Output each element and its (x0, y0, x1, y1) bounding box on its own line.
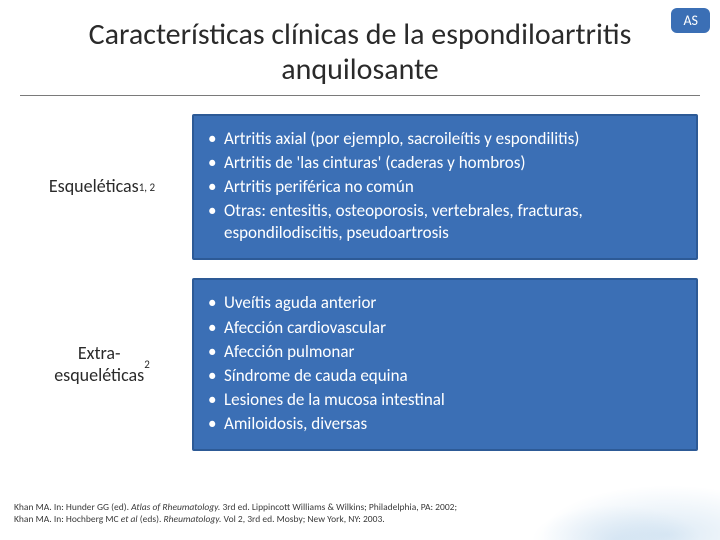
content-box-extraskeletal: Uveítis aguda anterior Afección cardiovas… (192, 278, 698, 451)
bullet-item: Afección pulmonar (208, 341, 682, 363)
bullet-list-extraskeletal: Uveítis aguda anterior Afección cardiovas… (208, 292, 682, 435)
corner-badge: AS (671, 8, 710, 33)
bullet-item: Artritis de 'las cinturas' (caderas y ho… (208, 152, 682, 174)
bullet-item: Amiloidosis, diversas (208, 413, 682, 435)
bullet-item: Uveítis aguda anterior (208, 292, 682, 314)
bullet-list-skeletal: Artritis axial (por ejemplo, sacroileíti… (208, 128, 682, 244)
bullet-item: Síndrome de cauda equina (208, 365, 682, 387)
bullet-item: Lesiones de la mucosa intestinal (208, 389, 682, 411)
slide-title: Características clínicas de la espondilo… (20, 0, 700, 96)
references: Khan MA. In: Hunder GG (ed). Atlas of Rh… (14, 502, 706, 526)
row-label-extraskeletal: Extra-esqueléticas2 (22, 278, 182, 451)
bullet-item: Afección cardiovascular (208, 317, 682, 339)
content-box-skeletal: Artritis axial (por ejemplo, sacroileíti… (192, 114, 698, 260)
row-label-skeletal: Esqueléticas1, 2 (22, 114, 182, 260)
bullet-item: Artritis axial (por ejemplo, sacroileíti… (208, 128, 682, 150)
bullet-item: Artritis periférica no común (208, 176, 682, 198)
content-grid: Esqueléticas1, 2 Artritis axial (por eje… (0, 114, 720, 451)
bullet-item: Otras: entesitis, osteoporosis, vertebra… (208, 200, 682, 244)
